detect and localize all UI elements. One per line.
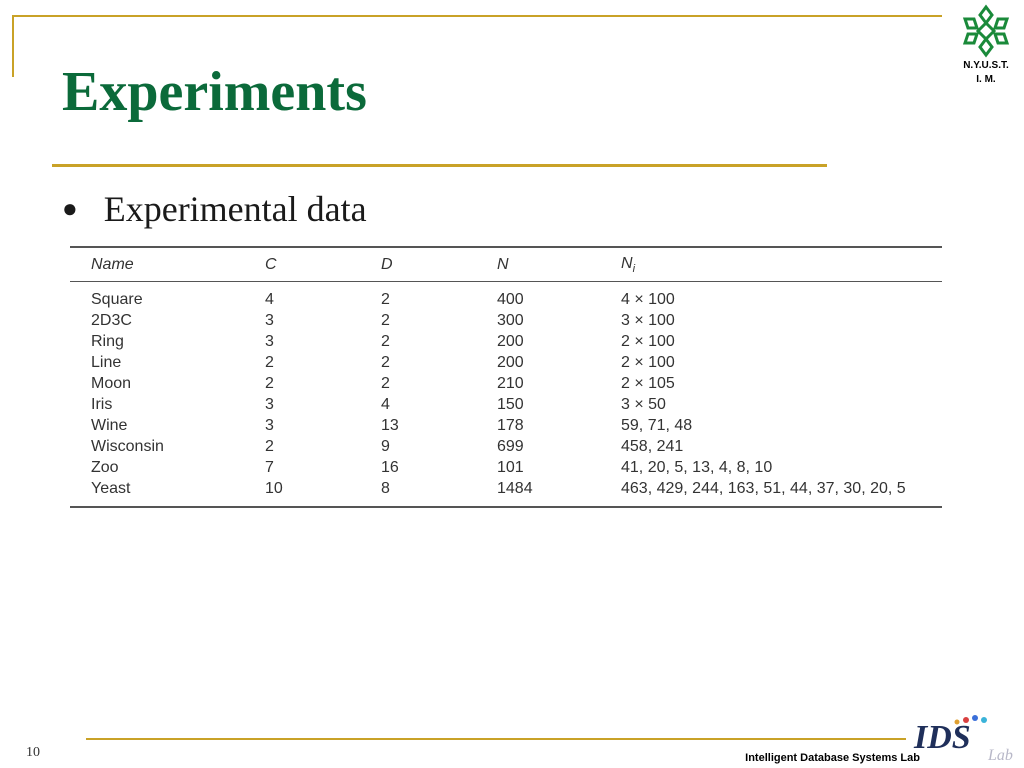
snowflake-emblem-icon <box>962 4 1010 58</box>
slide-title: Experiments <box>62 61 367 123</box>
cell-d: 16 <box>381 459 399 477</box>
cell-c: 2 <box>265 438 274 456</box>
cell-ni: 2 × 105 <box>621 375 675 393</box>
cell-name: Ring <box>91 333 124 351</box>
page-number: 10 <box>26 745 40 760</box>
table-row: Wisconsin 2 9 699 458, 241 <box>70 436 942 457</box>
cell-ni: 41, 20, 5, 13, 4, 8, 10 <box>621 459 773 477</box>
cell-name: Square <box>91 291 143 309</box>
cell-d: 4 <box>381 396 390 414</box>
cell-n: 1484 <box>497 478 621 509</box>
table-row: Square 4 2 400 4 × 100 <box>70 282 942 311</box>
cell-d: 13 <box>381 417 399 435</box>
cell-d: 2 <box>381 291 390 309</box>
cell-c: 2 <box>265 354 274 372</box>
table-row: Moon 2 2 210 2 × 105 <box>70 373 942 394</box>
cell-d: 2 <box>381 354 390 372</box>
cell-name: Iris <box>91 396 113 414</box>
cell-d: 2 <box>381 333 390 351</box>
table-row: Ring 3 2 200 2 × 100 <box>70 331 942 352</box>
bullet-item: ● Experimental data <box>62 188 367 230</box>
nyust-logo: N.Y.U.S.T. I. M. <box>955 4 1017 86</box>
footer-lab-name: Intelligent Database Systems Lab <box>745 752 920 764</box>
table-row: Wine 3 13 178 59, 71, 48 <box>70 415 942 436</box>
header-n: N <box>497 246 621 283</box>
cell-n: 200 <box>497 354 524 372</box>
cell-ni: 2 × 100 <box>621 333 675 351</box>
cell-ni: 463, 429, 244, 163, 51, 44, 37, 30, 20, … <box>621 478 942 509</box>
cell-name: Zoo <box>91 459 119 477</box>
table-row: 2D3C 3 2 300 3 × 100 <box>70 310 942 331</box>
header-ni: Ni <box>621 246 942 283</box>
left-gold-rule <box>12 15 14 77</box>
cell-c: 3 <box>265 396 274 414</box>
ids-logo-text: IDS <box>913 719 971 756</box>
ids-logo-lab: Lab <box>987 747 1013 764</box>
cell-name: Wisconsin <box>91 438 164 456</box>
cell-c: 3 <box>265 417 274 435</box>
header-d: D <box>381 246 497 283</box>
title-underline-rule <box>52 164 827 167</box>
table-row: Yeast 10 8 1484 463, 429, 244, 163, 51, 44, … <box>70 478 942 509</box>
cell-name: Line <box>91 354 122 372</box>
cell-n: 300 <box>497 312 524 330</box>
header-c: C <box>265 246 381 283</box>
cell-ni: 2 × 100 <box>621 354 675 372</box>
bullet-text: Experimental data <box>103 189 367 229</box>
table-row: Zoo 7 16 101 41, 20, 5, 13, 4, 8, 10 <box>70 457 942 478</box>
cell-ni: 3 × 100 <box>621 312 675 330</box>
logo-line-1: N.Y.U.S.T. <box>963 60 1009 71</box>
table-header-row: Name C D N Ni <box>70 246 942 283</box>
bullet-dot-icon: ● <box>62 194 78 223</box>
header-name: Name <box>70 246 265 283</box>
cell-ni: 3 × 50 <box>621 396 666 414</box>
header-ni-main: N <box>621 255 633 272</box>
cell-d: 2 <box>381 375 390 393</box>
cell-n: 101 <box>497 459 524 477</box>
cell-n: 210 <box>497 375 524 393</box>
cell-d: 9 <box>381 438 390 456</box>
cell-name: 2D3C <box>91 312 132 330</box>
cell-n: 400 <box>497 291 524 309</box>
cell-name: Wine <box>91 417 128 435</box>
cell-n: 200 <box>497 333 524 351</box>
cell-d: 2 <box>381 312 390 330</box>
cell-ni: 458, 241 <box>621 438 684 456</box>
table-row: Line 2 2 200 2 × 100 <box>70 352 942 373</box>
data-table: Name C D N Ni Square 4 2 400 4 × 100 2D3C 3 2 30… <box>70 246 942 509</box>
cell-name: Yeast <box>70 478 265 509</box>
cell-c: 10 <box>265 478 381 509</box>
table-body: Square 4 2 400 4 × 100 2D3C 3 2 300 3 × 100 Ring 3 2… <box>70 282 942 509</box>
experimental-data-table: Name C D N Ni Square 4 2 400 4 × 100 2D3C 3 2 30… <box>70 246 942 509</box>
logo-line-2: I. M. <box>976 74 996 85</box>
bottom-gold-rule <box>86 738 906 740</box>
ids-lab-logo-icon: IDS Lab <box>913 715 1013 764</box>
cell-c: 3 <box>265 312 274 330</box>
cell-c: 4 <box>265 291 274 309</box>
cell-c: 2 <box>265 375 274 393</box>
cell-ni: 59, 71, 48 <box>621 417 693 435</box>
cell-name: Moon <box>91 375 132 393</box>
cell-n: 178 <box>497 417 524 435</box>
cell-ni: 4 × 100 <box>621 291 675 309</box>
top-gold-rule <box>12 15 942 17</box>
cell-n: 699 <box>497 438 524 456</box>
cell-c: 7 <box>265 459 274 477</box>
table-row: Iris 3 4 150 3 × 50 <box>70 394 942 415</box>
header-ni-sub: i <box>632 263 636 276</box>
cell-c: 3 <box>265 333 274 351</box>
cell-d: 8 <box>381 478 497 509</box>
cell-n: 150 <box>497 396 524 414</box>
